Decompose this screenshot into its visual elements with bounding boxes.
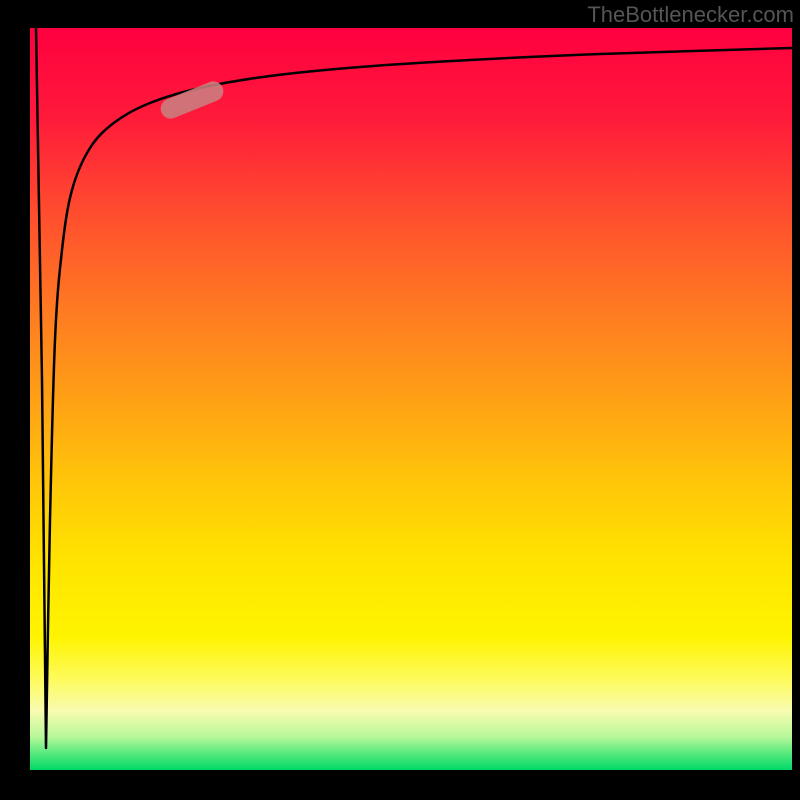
bottleneck-chart (0, 0, 800, 800)
watermark-text: TheBottlenecker.com (587, 2, 794, 28)
plot-background (30, 28, 792, 770)
chart-container: TheBottlenecker.com (0, 0, 800, 800)
